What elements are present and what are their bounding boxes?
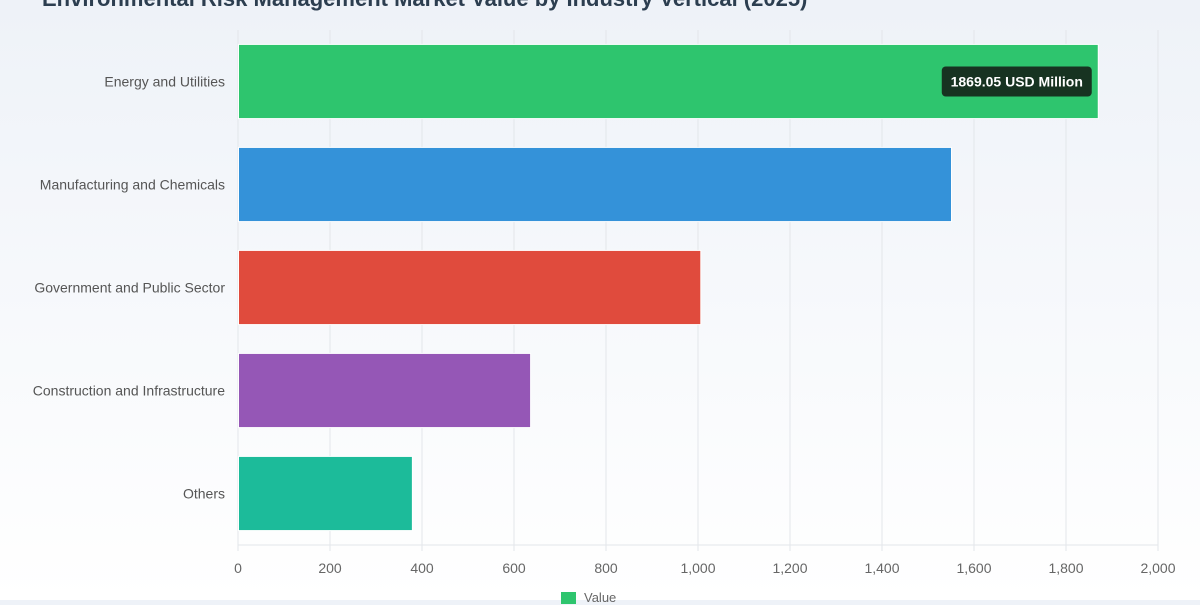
bar[interactable]	[238, 249, 702, 326]
bars[interactable]	[238, 43, 1099, 532]
tooltip-text: 1869.05 USD Million	[951, 74, 1083, 90]
legend-swatch	[561, 591, 576, 604]
x-tick-label: 1,000	[680, 560, 715, 576]
bar[interactable]	[238, 455, 413, 532]
category-label: Government and Public Sector	[34, 280, 225, 296]
category-labels: Energy and Utilities Manufacturing and Ch…	[33, 74, 226, 502]
x-tick-label: 2,000	[1140, 560, 1175, 576]
x-tick-label: 600	[502, 560, 526, 576]
category-label: Construction and Infrastructure	[33, 383, 225, 399]
x-tick-label: 1,400	[864, 560, 899, 576]
chart-title: Environmental Risk Management Market Val…	[42, 0, 807, 12]
category-label: Energy and Utilities	[104, 74, 225, 90]
bar[interactable]	[238, 352, 532, 429]
x-tick-label: 800	[594, 560, 618, 576]
category-label: Others	[183, 486, 225, 502]
legend-label: Value	[584, 590, 617, 605]
legend[interactable]: Value	[561, 590, 616, 605]
x-tick-label: 400	[410, 560, 434, 576]
x-tick-label: 1,800	[1048, 560, 1083, 576]
x-tick-label: 0	[234, 560, 242, 576]
x-tick-label: 1,200	[772, 560, 807, 576]
category-label: Manufacturing and Chemicals	[40, 177, 225, 193]
x-axis-ticks: 0 200 400 600 800 1,000 1,200 1,400 1,600 1,800 2,…	[234, 560, 1176, 576]
x-tick-label: 1,600	[956, 560, 991, 576]
x-tick-label: 200	[318, 560, 342, 576]
tooltip: 1869.05 USD Million	[941, 66, 1092, 97]
tooltip-box	[941, 66, 1092, 97]
bar[interactable]	[238, 146, 952, 223]
